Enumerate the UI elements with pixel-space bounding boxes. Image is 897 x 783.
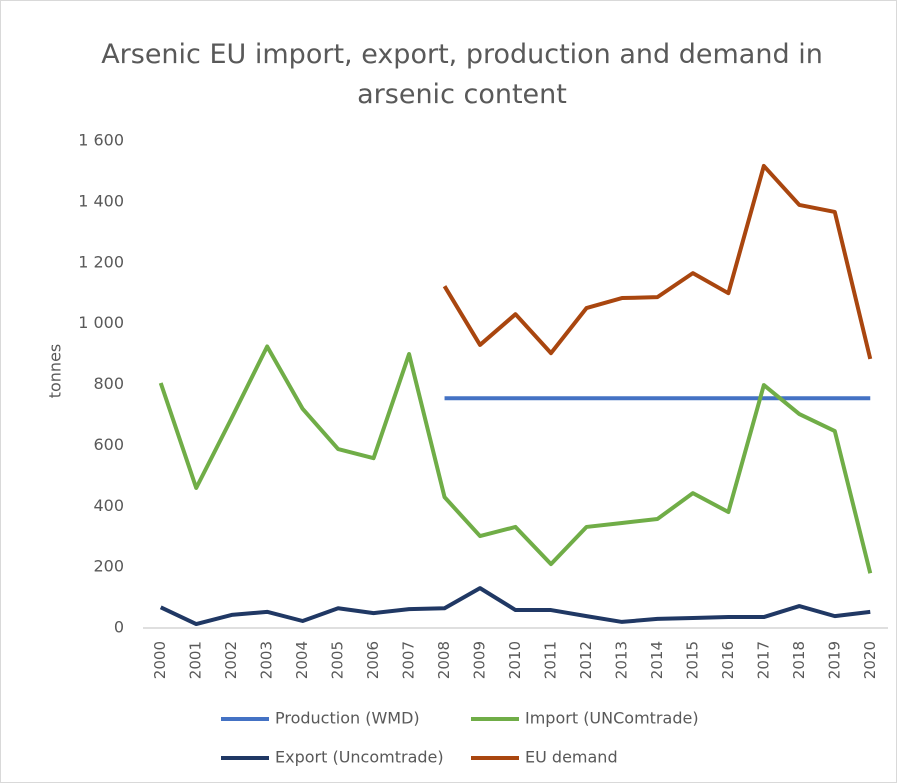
x-tick-label: 2016 [719,641,737,679]
x-tick-label: 2019 [825,641,843,679]
x-tick-label: 2014 [648,641,666,679]
x-tick-label: 2003 [258,641,276,679]
x-tick-label: 2002 [222,641,240,679]
x-tick-label: 2018 [790,641,808,679]
y-tick-label: 1 000 [78,313,124,332]
y-tick-label: 0 [114,618,124,637]
y-tick-label: 400 [93,496,124,515]
x-tick-label: 2005 [329,641,347,679]
legend-label: Import (UNComtrade) [525,709,699,728]
x-tick-label: 2009 [471,641,489,679]
x-tick-label: 2001 [187,641,205,679]
x-tick-label: 2000 [151,641,169,679]
x-tick-label: 2012 [577,641,595,679]
x-tick-label: 2004 [293,641,311,679]
x-tick-label: 2020 [861,641,879,679]
x-tick-label: 2011 [541,641,559,679]
series-line [158,344,873,574]
x-tick-label: 2017 [754,641,772,679]
x-tick-label: 2008 [435,641,453,679]
y-tick-label: 600 [93,435,124,454]
y-tick-label: 800 [93,374,124,393]
x-tick-label: 2015 [683,641,701,679]
legend-label: Production (WMD) [275,709,420,728]
chart-title: Arsenic EU import, export, production an… [101,39,823,110]
x-tick-label: 2007 [400,641,418,679]
y-tick-label: 1 400 [78,191,124,210]
x-tick-label: 2013 [612,641,630,679]
x-tick-label: 2010 [506,641,524,679]
legend-label: Export (Uncomtrade) [275,748,444,767]
series-line [159,586,871,627]
y-axis-label: tonnes [46,344,65,399]
x-tick-label: 2006 [364,641,382,679]
y-tick-label: 1 200 [78,252,124,271]
y-tick-label: 1 600 [78,131,124,150]
series-line [442,163,873,360]
y-tick-label: 200 [93,557,124,576]
legend-label: EU demand [525,748,618,767]
